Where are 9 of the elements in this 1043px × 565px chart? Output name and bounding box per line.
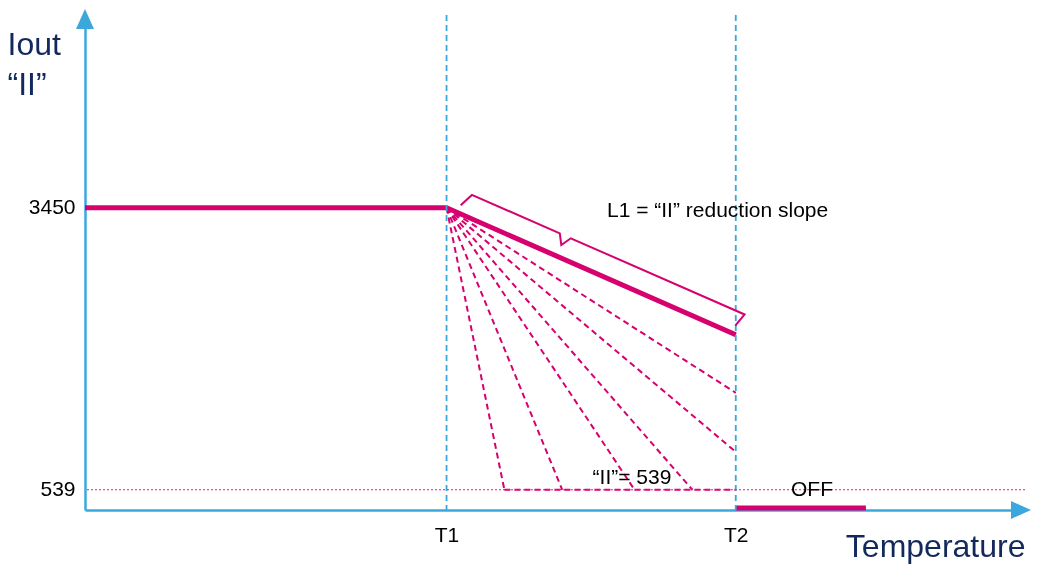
x-tick-label: T2 bbox=[724, 522, 749, 546]
y-tick-label: 539 bbox=[40, 477, 76, 501]
annotation: OFF bbox=[791, 477, 833, 500]
y-tick-label: 3450 bbox=[28, 195, 76, 219]
x-tick-label: T1 bbox=[434, 522, 460, 546]
x-axis-title: Temperature bbox=[845, 527, 1026, 564]
y-axis-title: Iout “II” bbox=[7, 25, 61, 102]
annotation: “II”= 539 bbox=[592, 465, 672, 488]
annotation: L1 = “II” reduction slope bbox=[607, 198, 829, 221]
